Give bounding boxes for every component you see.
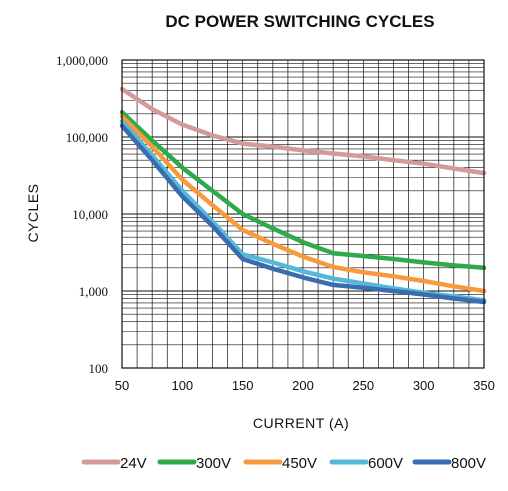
y-tick-label: 1,000 xyxy=(79,284,108,299)
grid xyxy=(121,59,485,369)
series-lines xyxy=(119,86,487,305)
legend-label-600v: 600V xyxy=(368,455,403,472)
y-tick-label: 100,000 xyxy=(66,130,108,145)
legend-label-24v: 24V xyxy=(120,455,147,472)
x-tick-label: 150 xyxy=(232,378,254,393)
plot-frame xyxy=(121,59,485,369)
y-tick-label: 100 xyxy=(89,361,109,376)
legend-label-800v: 800V xyxy=(451,455,486,472)
x-tick-label: 50 xyxy=(115,378,129,393)
y-axis-ticks: 100 1,000 10,000 100,000 1,000,000 xyxy=(56,53,108,376)
series-line-800v xyxy=(119,123,487,305)
series-line-450v xyxy=(119,114,487,294)
x-tick-label: 100 xyxy=(171,378,193,393)
x-tick-label: 350 xyxy=(473,378,495,393)
legend-label-300v: 300V xyxy=(196,455,231,472)
x-axis-label: CURRENT (A) xyxy=(253,415,349,431)
series-line-300v xyxy=(119,109,487,271)
chart-title: DC POWER SWITCHING CYCLES xyxy=(165,12,434,31)
x-tick-label: 200 xyxy=(292,378,314,393)
x-tick-label: 300 xyxy=(413,378,435,393)
x-tick-label: 250 xyxy=(352,378,374,393)
series-line-24v xyxy=(119,86,487,176)
y-tick-label: 10,000 xyxy=(72,207,108,222)
y-tick-label: 1,000,000 xyxy=(56,53,108,68)
x-axis-ticks: 50 100 150 200 250 300 350 xyxy=(115,378,495,393)
y-axis-label: CYCLES xyxy=(25,183,41,242)
legend: 24V 300V 450V 600V 800V xyxy=(81,455,486,472)
legend-label-450v: 450V xyxy=(282,455,317,472)
